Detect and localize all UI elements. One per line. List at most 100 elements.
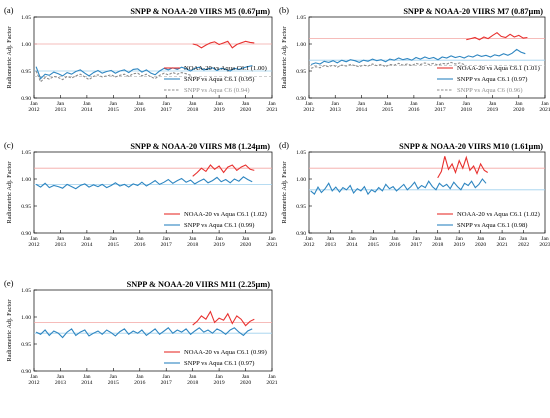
x-tick-label-month: Jan: [83, 236, 91, 242]
legend-label: SNPP vs Aqua C6.1 (0.95): [184, 76, 254, 83]
x-tick-label-month: Jan: [370, 236, 378, 242]
x-tick-label-month: Jan: [520, 236, 528, 242]
x-tick-label-year: 2016: [134, 107, 145, 113]
series-line: [35, 70, 191, 83]
x-tick-label-month: Jan: [162, 236, 170, 242]
x-tick-label-year: 2023: [539, 242, 550, 248]
x-tick-label-year: 2012: [28, 107, 39, 113]
legend-label: SNPP vs Aqua C6 (0.94): [184, 87, 250, 94]
panel-label: (c): [4, 140, 14, 150]
panel-label: (d): [279, 140, 289, 150]
x-tick-label-month: Jan: [477, 236, 485, 242]
x-tick-label-year: 2020: [240, 380, 251, 386]
x-tick-label-year: 2015: [108, 380, 119, 386]
series-line: [192, 310, 255, 327]
panel-1: (a) SNPP & NOAA-20 VIIRS M5 (0.67µm) Radio…: [4, 5, 278, 113]
panel-title: SNPP & NOAA-20 VIIRS M7 (0.87µm): [403, 7, 543, 16]
x-tick-label-year: 2014: [346, 242, 357, 248]
panel-title: SNPP & NOAA-20 VIIRS M8 (1.24µm): [130, 142, 270, 151]
y-tick-label: 0.90: [296, 231, 306, 237]
axes-frame: [33, 151, 273, 234]
x-tick-label-month: Jan: [242, 101, 250, 107]
y-tick-label: 0.90: [21, 369, 31, 375]
x-tick-label-month: Jan: [268, 374, 276, 380]
panel-label: (b): [279, 5, 289, 15]
x-tick-label-month: Jan: [162, 101, 170, 107]
y-tick-label: 1.05: [296, 150, 306, 156]
panel-label: (e): [4, 278, 14, 288]
x-tick-label-year: 2018: [187, 107, 198, 113]
y-tick-label: 1.00: [21, 315, 31, 321]
x-tick-label-year: 2017: [161, 107, 172, 113]
axes-frame: [33, 16, 273, 99]
x-tick-label-month: Jan: [136, 101, 144, 107]
y-tick-label: 1.05: [21, 15, 31, 21]
series-line: [192, 40, 255, 49]
y-tick-label: 1.05: [21, 288, 31, 294]
x-tick-label-year: 2021: [266, 107, 277, 113]
y-tick-label: 1.05: [296, 15, 306, 21]
series-line: [35, 176, 253, 190]
x-tick-label-year: 2013: [55, 242, 66, 248]
y-tick-label: 0.90: [21, 96, 31, 102]
x-tick-label-year: 2014: [356, 107, 367, 113]
legend-label: SNPP vs Aqua C6.1 (0.98): [457, 222, 527, 229]
x-tick-label-year: 2013: [55, 107, 66, 113]
legend-label: SNPP vs Aqua C6 (0.96): [457, 87, 523, 94]
y-tick-label: 0.90: [296, 96, 306, 102]
x-tick-label-year: 2016: [389, 242, 400, 248]
x-tick-label-year: 2015: [108, 107, 119, 113]
y-tick-label: 1.05: [21, 150, 31, 156]
series-line: [192, 164, 255, 177]
x-tick-label-year: 2018: [432, 242, 443, 248]
y-tick-label: 1.00: [296, 177, 306, 183]
x-tick-label-month: Jan: [541, 101, 549, 107]
x-tick-label-month: Jan: [242, 374, 250, 380]
legend-label: NOAA-20 vs Aqua C6.1 (1.00): [184, 65, 267, 72]
legend-label: NOAA-20 vs Aqua C6.1 (1.02): [184, 211, 267, 218]
y-tick-label: 0.95: [296, 69, 306, 75]
x-tick-label-year: 2018: [187, 380, 198, 386]
x-tick-label-month: Jan: [189, 374, 197, 380]
x-tick-label-month: Jan: [189, 101, 197, 107]
x-tick-label-year: 2020: [513, 107, 524, 113]
legend-label: NOAA-20 vs Aqua C6.1 (0.99): [184, 349, 267, 356]
x-tick-label-year: 2014: [81, 242, 92, 248]
series-line: [466, 32, 528, 41]
x-tick-label-month: Jan: [83, 101, 91, 107]
x-tick-label-year: 2013: [325, 242, 336, 248]
y-axis-label: Radiometric Adj. Factor: [6, 161, 13, 224]
x-tick-label-month: Jan: [498, 236, 506, 242]
x-tick-label-month: Jan: [215, 374, 223, 380]
x-tick-label-month: Jan: [541, 236, 549, 242]
x-tick-label-year: 2022: [518, 242, 529, 248]
series-line: [310, 61, 465, 69]
x-tick-label-year: 2015: [108, 242, 119, 248]
x-tick-label-year: 2020: [475, 242, 486, 248]
legend-label: SNPP vs Aqua C6.1 (0.99): [184, 222, 254, 229]
axes-frame: [308, 151, 546, 234]
y-tick-label: 1.00: [296, 42, 306, 48]
x-tick-label-month: Jan: [110, 101, 118, 107]
x-tick-label-year: 2013: [330, 107, 341, 113]
x-tick-label-month: Jan: [242, 236, 250, 242]
x-tick-label-month: Jan: [162, 374, 170, 380]
x-tick-label-month: Jan: [489, 101, 497, 107]
x-tick-label-month: Jan: [215, 101, 223, 107]
x-tick-label-month: Jan: [136, 236, 144, 242]
y-tick-label: 1.00: [21, 42, 31, 48]
legend-label: SNPP vs Aqua C6.1 (0.97): [184, 360, 254, 367]
x-tick-label-year: 2021: [539, 107, 550, 113]
x-tick-label-month: Jan: [110, 236, 118, 242]
x-tick-label-year: 2017: [161, 380, 172, 386]
x-tick-label-year: 2021: [266, 242, 277, 248]
x-tick-label-month: Jan: [413, 236, 421, 242]
y-tick-label: 0.95: [21, 204, 31, 210]
x-tick-label-year: 2021: [266, 380, 277, 386]
y-tick-label: 0.95: [21, 342, 31, 348]
x-tick-label-month: Jan: [358, 101, 366, 107]
x-tick-label-month: Jan: [327, 236, 335, 242]
x-tick-label-year: 2014: [81, 107, 92, 113]
x-tick-label-year: 2016: [134, 380, 145, 386]
